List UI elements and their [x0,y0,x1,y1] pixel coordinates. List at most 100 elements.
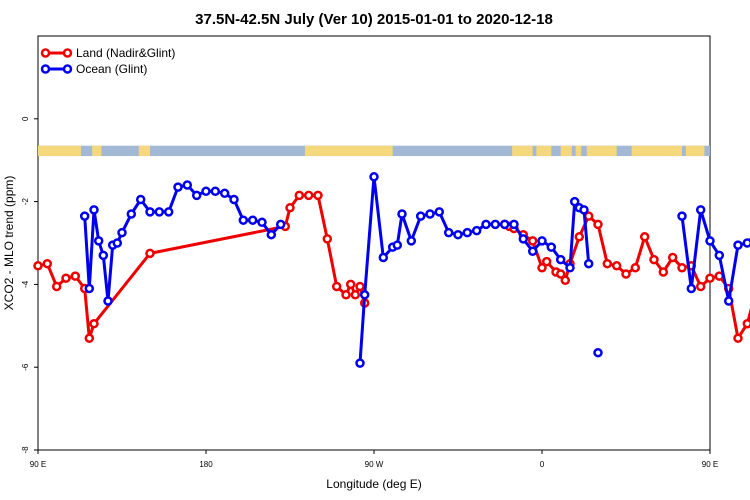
data-point [425,209,435,219]
data-point [350,290,361,300]
legend-ocean-marker-right [62,64,73,74]
data-point [93,236,104,246]
legend-ocean-marker-left [40,64,51,74]
data-point [238,215,249,225]
data-point [355,281,365,292]
map-land-patch [685,145,705,157]
data-point [658,267,669,277]
map-land-patch [138,145,150,157]
data-point [630,263,641,273]
map-land-patch [575,145,582,157]
data-point [112,238,123,248]
data-point [126,209,137,219]
series-layer [33,172,750,368]
data-point [705,273,715,283]
data-point [541,256,552,267]
data-point [51,281,62,292]
data-point [33,261,43,271]
map-land-patch [38,145,81,157]
data-point [742,318,750,329]
map-land-patch [304,145,393,157]
data-point [593,347,603,358]
data-point [677,211,687,221]
data-point [742,238,750,248]
data-point [695,281,706,292]
data-point [61,273,71,283]
data-point [677,263,687,273]
y-tick-label: -8 [21,446,30,454]
data-point [369,172,379,182]
chart-title: 37.5N-42.5N July (Ver 10) 2015-01-01 to … [195,11,553,28]
data-point [355,358,365,368]
x-tick-label: 0 [540,460,545,469]
data-point [303,190,314,201]
data-point [341,290,351,300]
data-point [723,296,734,306]
data-point [733,333,743,343]
y-tick-label: 0 [21,116,30,121]
data-point [527,236,538,246]
data-point [621,269,631,279]
data-point [686,283,697,294]
data-point [397,209,407,219]
data-point [210,186,221,197]
data-point [714,250,725,261]
data-point [434,207,445,217]
data-point [247,215,258,225]
map-land-patch [631,145,682,157]
x-axis: 90 E 180 90 W 0 90 E [30,450,718,469]
data-point [611,261,622,271]
data-point [257,217,267,228]
data-point [649,254,659,265]
legend-land-label: Land (Nadir&Glint) [76,46,175,60]
x-tick-label: 90 E [30,460,46,469]
data-point [443,227,454,238]
data-point [98,250,109,261]
data-point [705,236,715,246]
data-point [406,236,417,246]
data-point [392,240,403,250]
y-axis-label: XCO2 - MLO trend (ppm) [2,176,16,311]
data-point [639,232,650,242]
data-point [555,254,566,265]
data-point [154,207,165,217]
data-point [695,205,706,215]
data-point [537,236,547,246]
data-point [593,219,603,230]
data-point [135,194,146,205]
data-point [322,234,333,244]
data-point [285,203,295,213]
data-point [219,188,230,199]
series-1 [79,172,750,368]
x-tick-label: 90 W [365,460,384,469]
data-point [555,269,566,279]
data-point [415,211,426,221]
data-point [42,258,53,269]
data-point [509,219,519,230]
x-tick-label: 90 E [702,460,718,469]
data-point [378,252,389,263]
data-point [313,190,323,201]
data-point [173,182,183,192]
data-point [89,205,99,215]
data-point [565,263,575,273]
data-point [201,186,211,197]
data-point [103,296,113,306]
data-point [266,229,277,240]
data-point [145,207,155,217]
legend: Land (Nadir&Glint) Ocean (Glint) [40,46,175,76]
data-point [499,219,510,230]
data-point [331,281,342,292]
data-point [294,190,305,201]
data-point [527,246,538,257]
data-point [345,279,356,290]
map-land-patch [586,145,617,157]
data-point [182,180,193,190]
data-point [518,234,529,244]
data-point [574,232,585,242]
x-axis-label: Longitude (deg E) [326,477,421,491]
map-land-patch [536,145,552,157]
legend-ocean-label: Ocean (Glint) [76,62,147,76]
data-point [453,229,463,240]
